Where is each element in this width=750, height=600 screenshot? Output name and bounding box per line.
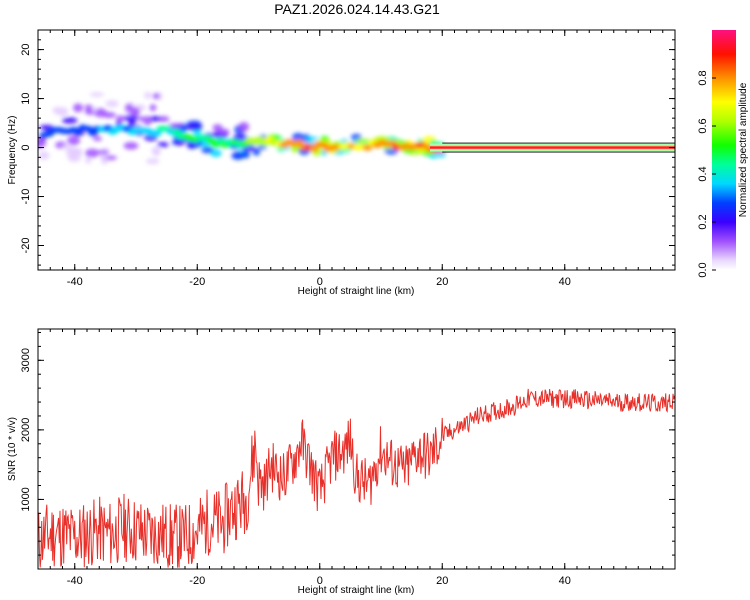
spectrogram-blob — [73, 103, 84, 113]
spectrogram-ridge-blob — [73, 130, 84, 137]
spectrogram-blob — [146, 158, 160, 165]
spectrogram-blob — [201, 146, 214, 154]
spectrogram-band-core — [430, 146, 675, 149]
spectrogram-y-ticks: -20 -10 0 10 20 — [20, 29, 675, 266]
tick-label: 0 — [317, 276, 323, 288]
spectrogram-blob — [67, 135, 81, 146]
spectrogram-blob — [238, 121, 250, 132]
spectrogram-blob — [61, 117, 78, 124]
spectrogram-blobs — [38, 91, 447, 165]
spectrogram-panel: -40 -20 0 20 40 -20 -10 0 10 20 Height of straig… — [7, 29, 676, 297]
spectrogram-blob — [101, 112, 116, 119]
spectrogram-blob — [138, 116, 145, 122]
spectrogram-ridge-blob — [308, 145, 319, 152]
snr-x-label: Height of straight line (km) — [298, 585, 415, 596]
tick-label: -20 — [189, 276, 205, 288]
colorbar-tick-label: 0.0 — [697, 262, 709, 277]
spectrogram-blob — [101, 157, 108, 165]
spectrogram-blob — [85, 148, 100, 158]
spectrogram-blob — [252, 148, 261, 156]
tick-label: 1000 — [20, 487, 32, 511]
spectrogram-blob — [38, 138, 46, 149]
spectrogram-blob — [61, 144, 73, 149]
spectrogram-blob — [304, 136, 319, 141]
spectrogram-x-label: Height of straight line (km) — [298, 286, 415, 297]
colorbar-tick-label: 0.4 — [697, 166, 709, 181]
spectrogram-blob — [92, 136, 103, 142]
spectrogram-blob — [96, 150, 110, 155]
spectrogram-blob — [128, 119, 136, 129]
spectrogram-blob — [157, 141, 169, 148]
spectrogram-blob — [149, 104, 157, 112]
spectrogram-blob — [186, 142, 196, 148]
spectrogram-ridge-blob — [83, 125, 94, 132]
colorbar-label: Normalized spectral amplitude — [738, 82, 749, 217]
spectrogram-blob — [291, 132, 305, 142]
spectrogram-blob — [52, 106, 62, 115]
colorbar-tick-label: 0.6 — [697, 118, 709, 133]
spectrogram-blob — [144, 134, 158, 142]
spectrogram-blob — [144, 91, 152, 99]
spectrogram-blob — [105, 100, 119, 108]
colorbar-gradient — [712, 30, 736, 270]
spectrogram-blob — [85, 156, 92, 164]
tick-label: 20 — [20, 43, 32, 55]
spectrogram-blob — [38, 151, 50, 160]
tick-label: 2000 — [20, 418, 32, 442]
spectrogram-blob — [231, 151, 245, 160]
spectrogram-blob — [218, 128, 230, 136]
figure-title: PAZ1.2026.024.14.43.G21 — [274, 1, 440, 17]
spectrogram-heat — [38, 91, 675, 165]
snr-y-ticks: 1000 2000 3000 — [20, 331, 675, 570]
spectrogram-blob — [374, 135, 389, 142]
spectrogram-blob — [212, 124, 223, 132]
tick-label: 20 — [436, 276, 448, 288]
spectrogram-blob — [115, 115, 125, 123]
colorbar-tick-label: 0.2 — [697, 214, 709, 229]
tick-label: -20 — [20, 238, 32, 254]
spectrogram-blob — [152, 93, 160, 100]
spectrogram-blob — [168, 123, 183, 128]
spectrogram-ridge-blob — [151, 130, 162, 137]
spectrogram-blob — [89, 92, 105, 97]
spectrogram-ridge-blob — [293, 139, 304, 146]
tick-label: -20 — [189, 575, 205, 587]
spectrogram-x-ticks: -40 -20 0 20 40 — [37, 30, 676, 288]
tick-label: -40 — [67, 575, 83, 587]
colorbar-tick-label: 0.8 — [697, 70, 709, 85]
tick-label: 10 — [20, 92, 32, 104]
spectrogram-blob — [151, 146, 161, 155]
tick-label: 20 — [436, 575, 448, 587]
spectrogram-blob — [233, 134, 249, 142]
tick-label: 3000 — [20, 348, 32, 372]
snr-series-line — [38, 388, 675, 568]
spectrogram-blob — [241, 145, 257, 152]
snr-panel: -40 -20 0 20 40 1000 2000 3000 Height of strai… — [7, 328, 676, 596]
spectrogram-blob — [149, 115, 161, 122]
spectrogram-y-label: Frequency (Hz) — [7, 116, 18, 185]
spectrogram-blob — [157, 115, 170, 123]
spectrogram-blob — [123, 141, 139, 150]
spectrogram-ridge-blob — [362, 144, 373, 151]
spectrogram-blob — [130, 107, 141, 117]
spectrogram-blob — [186, 123, 200, 131]
spectrogram-blob — [355, 138, 369, 143]
tick-label: -10 — [20, 189, 32, 205]
tick-label: -40 — [67, 276, 83, 288]
spectrogram-blob — [143, 115, 152, 126]
spectrogram-ridge-blob — [88, 130, 99, 137]
spectrogram-blob — [91, 106, 98, 113]
snr-y-label: SNR (10 * v/v) — [7, 417, 18, 481]
tick-label: 0 — [20, 144, 32, 150]
spectrogram-blob — [84, 104, 93, 109]
spectrogram-blob — [123, 115, 139, 122]
colorbar: 0.0 0.2 0.4 0.6 0.8 Normalized spectral ampl… — [697, 30, 749, 278]
tick-label: 0 — [317, 575, 323, 587]
colorbar-ticks: 0.0 0.2 0.4 0.6 0.8 — [697, 70, 716, 278]
tick-label: 40 — [559, 575, 571, 587]
spectrogram-ridge-blob — [171, 129, 182, 136]
spectrogram-blob — [69, 147, 83, 157]
tick-label: 40 — [559, 276, 571, 288]
